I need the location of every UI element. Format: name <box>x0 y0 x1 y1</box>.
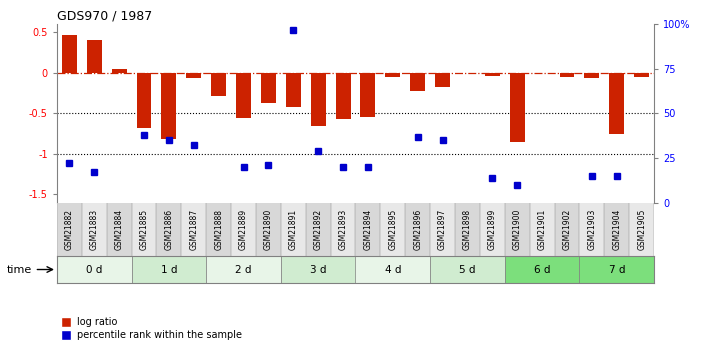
Bar <box>206 203 231 256</box>
Bar <box>510 73 525 142</box>
Text: GSM21896: GSM21896 <box>413 209 422 250</box>
Bar <box>430 203 455 256</box>
Bar <box>186 73 201 79</box>
Bar <box>360 73 375 117</box>
Text: GSM21898: GSM21898 <box>463 209 472 250</box>
Bar <box>161 73 176 139</box>
Bar <box>311 73 326 126</box>
Bar <box>137 73 151 128</box>
Text: GDS970 / 1987: GDS970 / 1987 <box>57 10 152 23</box>
Text: GSM21883: GSM21883 <box>90 209 99 250</box>
Text: GSM21905: GSM21905 <box>637 209 646 250</box>
Bar <box>306 203 331 256</box>
Bar <box>281 203 306 256</box>
Bar <box>236 73 251 118</box>
Text: GSM21889: GSM21889 <box>239 209 248 250</box>
Bar <box>356 203 380 256</box>
Text: GSM21902: GSM21902 <box>562 209 572 250</box>
Bar <box>62 35 77 73</box>
Bar <box>132 203 156 256</box>
Text: time: time <box>6 265 32 275</box>
Bar <box>281 256 356 283</box>
Text: GSM21887: GSM21887 <box>189 209 198 250</box>
Text: GSM21897: GSM21897 <box>438 209 447 250</box>
Bar <box>505 256 579 283</box>
Text: GSM21892: GSM21892 <box>314 209 323 250</box>
Text: GSM21886: GSM21886 <box>164 209 173 250</box>
Bar <box>629 203 654 256</box>
Bar <box>560 73 574 77</box>
Text: GSM21900: GSM21900 <box>513 209 522 250</box>
Bar <box>112 69 127 73</box>
Bar <box>132 256 206 283</box>
Text: GSM21885: GSM21885 <box>139 209 149 250</box>
Text: GSM21882: GSM21882 <box>65 209 74 250</box>
Bar <box>430 256 505 283</box>
Bar <box>107 203 132 256</box>
Bar <box>256 203 281 256</box>
Text: GSM21891: GSM21891 <box>289 209 298 250</box>
Bar <box>530 203 555 256</box>
Bar <box>410 73 425 91</box>
Text: 5 d: 5 d <box>459 265 476 275</box>
Text: GSM21890: GSM21890 <box>264 209 273 250</box>
Bar <box>579 203 604 256</box>
Text: GSM21884: GSM21884 <box>114 209 124 250</box>
Bar <box>485 73 500 76</box>
Bar <box>480 203 505 256</box>
Bar <box>286 73 301 107</box>
Text: GSM21893: GSM21893 <box>338 209 348 250</box>
Text: GSM21888: GSM21888 <box>214 209 223 250</box>
Bar <box>82 203 107 256</box>
Bar <box>57 203 82 256</box>
Text: 2 d: 2 d <box>235 265 252 275</box>
Bar <box>261 73 276 103</box>
Bar <box>455 203 480 256</box>
Bar <box>57 256 132 283</box>
Bar <box>579 256 654 283</box>
Bar <box>87 40 102 73</box>
Bar <box>604 203 629 256</box>
Bar <box>505 203 530 256</box>
Bar <box>405 203 430 256</box>
Bar <box>584 73 599 79</box>
Bar <box>385 73 400 77</box>
Text: GSM21894: GSM21894 <box>363 209 373 250</box>
Bar <box>634 73 649 77</box>
Text: 1 d: 1 d <box>161 265 177 275</box>
Text: 3 d: 3 d <box>310 265 326 275</box>
Bar <box>206 256 281 283</box>
Bar <box>380 203 405 256</box>
Text: GSM21899: GSM21899 <box>488 209 497 250</box>
Bar <box>231 203 256 256</box>
Bar <box>336 73 351 119</box>
Bar <box>156 203 181 256</box>
Text: GSM21895: GSM21895 <box>388 209 397 250</box>
Bar <box>555 203 579 256</box>
Text: GSM21901: GSM21901 <box>538 209 547 250</box>
Text: 6 d: 6 d <box>534 265 550 275</box>
Text: GSM21904: GSM21904 <box>612 209 621 250</box>
Text: 4 d: 4 d <box>385 265 401 275</box>
Bar <box>211 73 226 96</box>
Bar <box>181 203 206 256</box>
Bar <box>331 203 356 256</box>
Bar <box>435 73 450 87</box>
Legend: log ratio, percentile rank within the sample: log ratio, percentile rank within the sa… <box>62 317 242 340</box>
Text: GSM21903: GSM21903 <box>587 209 597 250</box>
Text: 7 d: 7 d <box>609 265 625 275</box>
Text: 0 d: 0 d <box>86 265 102 275</box>
Bar <box>609 73 624 134</box>
Bar <box>356 256 430 283</box>
